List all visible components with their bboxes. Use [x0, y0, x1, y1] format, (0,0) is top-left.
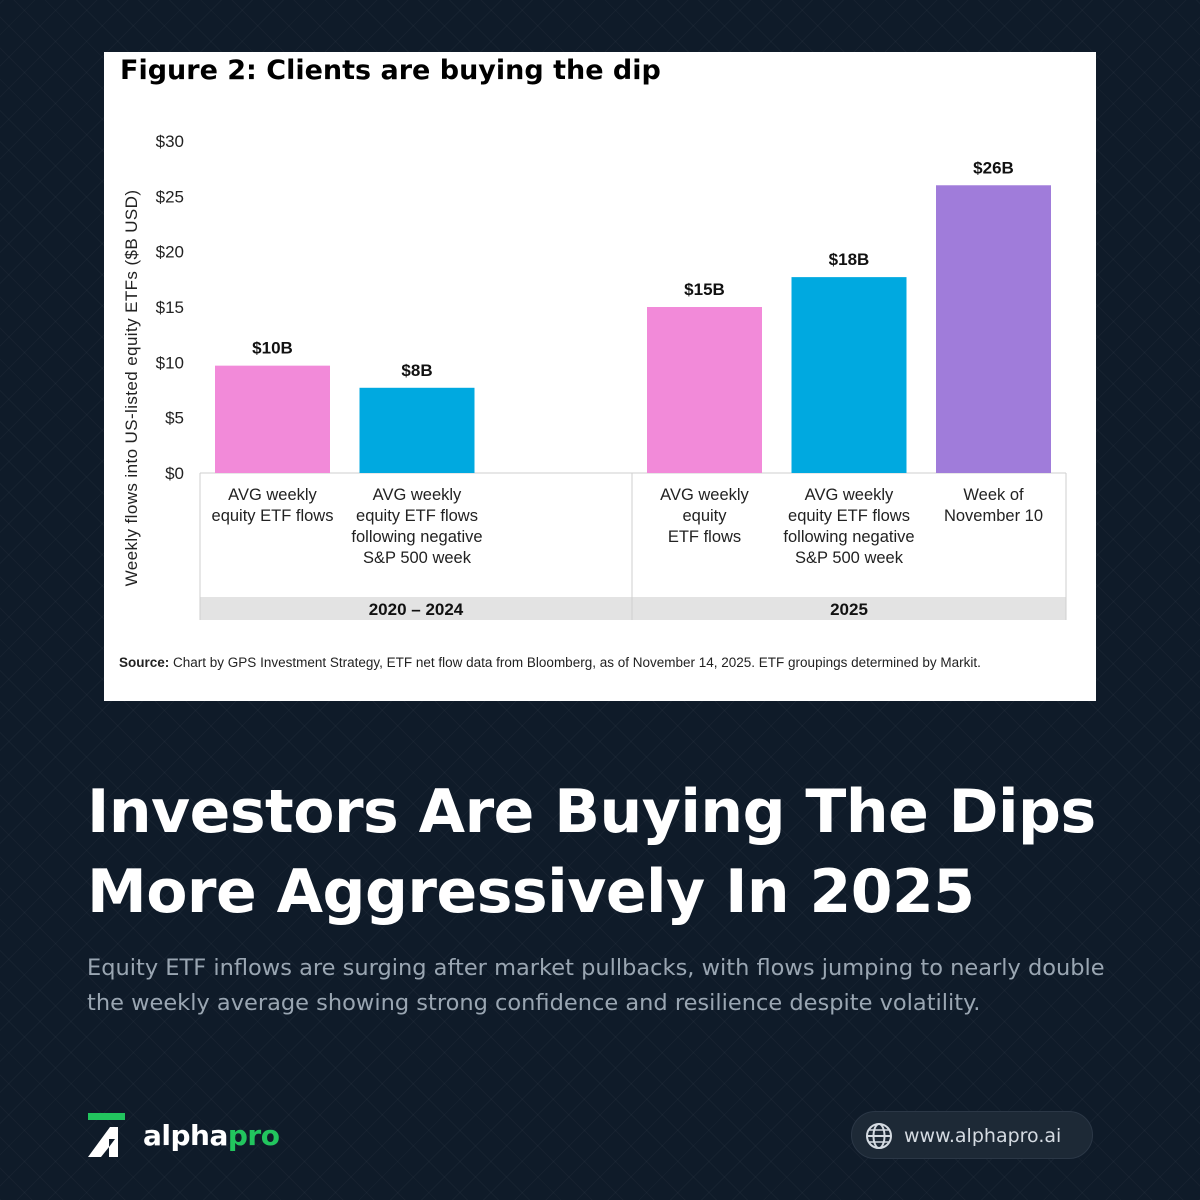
category-label-line: equity — [682, 507, 727, 525]
category-label-line: S&P 500 week — [795, 549, 904, 567]
y-axis-label: Weekly flows into US-listed equity ETFs … — [122, 190, 141, 587]
group-band — [200, 597, 1066, 620]
category-label-line: equity ETF flows — [788, 507, 910, 525]
headline-line-2: More Aggressively In 2025 — [87, 857, 975, 927]
y-tick-label: $25 — [156, 187, 184, 206]
y-tick-label: $0 — [165, 464, 184, 483]
bar-value-label: $15B — [684, 280, 725, 299]
y-tick-label: $10 — [156, 353, 184, 372]
category-label-line: November 10 — [944, 507, 1043, 525]
category-label-line: S&P 500 week — [363, 549, 472, 567]
source-text: Chart by GPS Investment Strategy, ETF ne… — [173, 655, 981, 670]
alphapro-logo-icon — [88, 1113, 125, 1157]
bar-value-label: $8B — [401, 361, 432, 380]
headline-line-1: Investors Are Buying The Dips — [87, 777, 1096, 847]
y-tick-label: $15 — [156, 298, 184, 317]
y-tick-label: $20 — [156, 243, 184, 262]
category-label-line: AVG weekly — [660, 486, 749, 504]
category-label-line: following negative — [351, 528, 482, 546]
group-label: 2020 – 2024 — [369, 600, 464, 619]
category-label-line: ETF flows — [668, 528, 741, 546]
source-label: Source: — [119, 655, 170, 670]
bar — [215, 365, 330, 473]
chart-title: Figure 2: Clients are buying the dip — [120, 55, 661, 86]
website-link[interactable]: www.alphapro.ai — [851, 1111, 1093, 1159]
website-url[interactable]: www.alphapro.ai — [904, 1125, 1062, 1147]
bar — [936, 185, 1051, 473]
bar — [359, 387, 475, 473]
y-tick-label: $30 — [156, 132, 184, 151]
bar-value-label: $18B — [829, 250, 870, 269]
y-tick-label: $5 — [165, 409, 184, 428]
group-label: 2025 — [830, 600, 868, 619]
chart-panel: Figure 2: Clients are buying the dip Wee… — [104, 52, 1096, 701]
bar-value-label: $10B — [252, 339, 293, 358]
bar-value-label: $26B — [973, 158, 1014, 177]
category-label-line: equity ETF flows — [356, 507, 478, 525]
brand-name-main: alpha — [143, 1119, 228, 1152]
bar — [791, 277, 907, 473]
brand-name-accent: pro — [227, 1119, 280, 1152]
brand-name: alphapro — [143, 1119, 280, 1152]
category-label-line: AVG weekly — [228, 486, 317, 504]
category-label-line: AVG weekly — [373, 486, 462, 504]
category-label-line: Week of — [963, 486, 1024, 504]
category-label-line: equity ETF flows — [212, 507, 334, 525]
globe-icon — [866, 1123, 892, 1149]
subtitle: Equity ETF inflows are surging after mar… — [87, 955, 1105, 1016]
headline: Investors Are Buying The Dips More Aggre… — [87, 772, 1127, 932]
category-label-line: following negative — [783, 528, 914, 546]
bar — [647, 307, 762, 473]
bar-chart: Figure 2: Clients are buying the dip Wee… — [120, 55, 1067, 620]
source-note: Source: Chart by GPS Investment Strategy… — [119, 651, 1069, 675]
category-label-line: AVG weekly — [805, 486, 894, 504]
